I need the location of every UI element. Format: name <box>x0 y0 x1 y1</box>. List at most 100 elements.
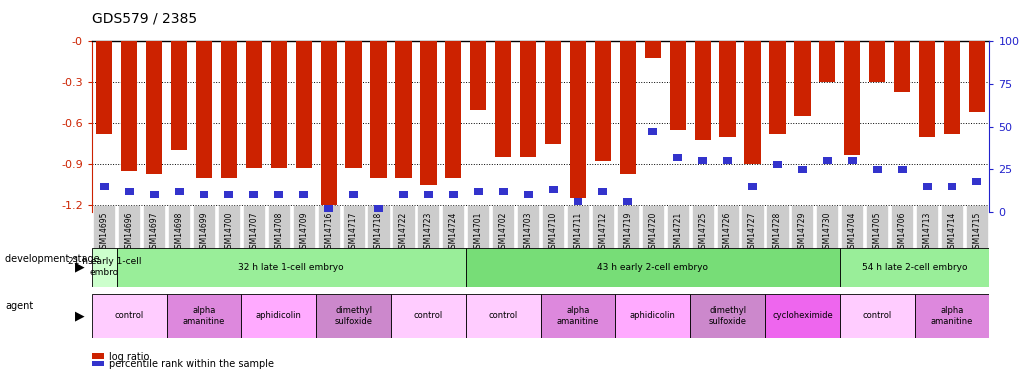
Bar <box>669 41 685 130</box>
Bar <box>922 183 930 190</box>
Bar <box>768 41 785 134</box>
Text: cycloheximide: cycloheximide <box>771 311 832 320</box>
Bar <box>250 191 258 198</box>
Text: ▶: ▶ <box>75 309 85 322</box>
Bar <box>246 41 262 168</box>
Bar <box>614 294 690 338</box>
Bar <box>839 294 914 338</box>
Bar <box>166 294 242 338</box>
Bar <box>474 188 482 195</box>
Text: dimethyl
sulfoxide: dimethyl sulfoxide <box>708 306 746 326</box>
Bar <box>398 191 408 198</box>
Bar <box>797 166 806 172</box>
Bar <box>96 41 112 134</box>
Text: 32 h late 1-cell embryo: 32 h late 1-cell embryo <box>238 262 343 272</box>
Bar <box>466 294 540 338</box>
Text: control: control <box>488 311 518 320</box>
Bar <box>764 294 839 338</box>
Bar <box>839 248 988 287</box>
Bar <box>221 41 236 178</box>
Bar <box>498 188 507 195</box>
Bar <box>124 188 133 195</box>
Text: ▶: ▶ <box>75 261 85 274</box>
Bar <box>274 191 283 198</box>
Text: alpha
amanitine: alpha amanitine <box>182 306 225 326</box>
Bar <box>146 41 162 174</box>
Bar <box>523 191 532 198</box>
Text: development stage: development stage <box>5 254 100 264</box>
Bar <box>971 178 980 184</box>
Text: percentile rank within the sample: percentile rank within the sample <box>109 359 274 369</box>
Bar <box>897 166 906 172</box>
Bar <box>772 160 782 168</box>
Text: 21 h early 1-cell
embro: 21 h early 1-cell embro <box>67 258 141 277</box>
Bar <box>570 41 586 198</box>
Bar <box>374 205 382 212</box>
Bar <box>822 157 830 164</box>
Bar <box>370 41 386 178</box>
Bar <box>943 41 959 134</box>
Bar <box>548 186 557 193</box>
Bar <box>100 183 109 190</box>
Bar <box>623 198 632 205</box>
Bar <box>494 41 511 157</box>
Bar <box>648 128 656 135</box>
Bar <box>345 41 362 168</box>
Bar <box>872 166 880 172</box>
Bar <box>520 41 536 157</box>
Bar <box>544 41 560 144</box>
Bar <box>914 294 988 338</box>
Bar <box>466 248 839 287</box>
Bar <box>470 41 486 110</box>
Bar <box>116 248 466 287</box>
Bar <box>598 188 606 195</box>
Bar <box>818 41 835 82</box>
Bar <box>196 41 212 178</box>
Bar <box>92 294 166 338</box>
Bar <box>540 294 614 338</box>
Bar <box>348 191 358 198</box>
Text: dimethyl
sulfoxide: dimethyl sulfoxide <box>334 306 372 326</box>
Bar <box>390 294 466 338</box>
Text: 54 h late 2-cell embryo: 54 h late 2-cell embryo <box>861 262 966 272</box>
Bar <box>200 191 208 198</box>
Bar <box>121 41 138 171</box>
Text: aphidicolin: aphidicolin <box>256 311 302 320</box>
Bar <box>868 41 884 82</box>
Bar <box>270 41 286 168</box>
Text: agent: agent <box>5 302 34 312</box>
Bar <box>224 191 233 198</box>
Bar <box>690 294 764 338</box>
Bar <box>324 205 333 212</box>
Bar <box>320 41 336 205</box>
Bar <box>296 41 312 168</box>
Bar <box>794 41 810 116</box>
Text: aphidicolin: aphidicolin <box>630 311 675 320</box>
Bar <box>171 41 187 150</box>
Bar <box>150 191 158 198</box>
Bar <box>299 191 308 198</box>
Bar <box>722 157 732 164</box>
Bar <box>918 41 934 137</box>
Text: log ratio: log ratio <box>109 352 150 362</box>
Bar <box>573 198 582 205</box>
Bar <box>694 41 710 140</box>
Bar <box>420 41 436 184</box>
Text: 43 h early 2-cell embryo: 43 h early 2-cell embryo <box>597 262 707 272</box>
Bar <box>445 41 461 178</box>
Text: control: control <box>414 311 442 320</box>
Bar <box>424 191 432 198</box>
Bar <box>92 248 116 287</box>
Bar <box>718 41 735 137</box>
Text: GDS579 / 2385: GDS579 / 2385 <box>92 11 197 25</box>
Bar <box>644 41 660 58</box>
Bar <box>620 41 636 174</box>
Bar <box>747 183 756 190</box>
Bar <box>847 157 856 164</box>
Bar <box>242 294 316 338</box>
Bar <box>395 41 412 178</box>
Bar <box>947 183 956 190</box>
Bar <box>673 154 682 161</box>
Bar <box>316 294 390 338</box>
Text: control: control <box>862 311 891 320</box>
